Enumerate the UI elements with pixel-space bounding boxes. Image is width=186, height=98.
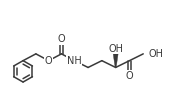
Text: O: O [45,56,52,66]
Text: O: O [126,71,133,81]
Polygon shape [113,54,118,67]
Text: O: O [58,34,65,44]
Text: OH: OH [108,44,123,54]
Text: NH: NH [67,56,82,66]
Text: OH: OH [148,49,163,59]
